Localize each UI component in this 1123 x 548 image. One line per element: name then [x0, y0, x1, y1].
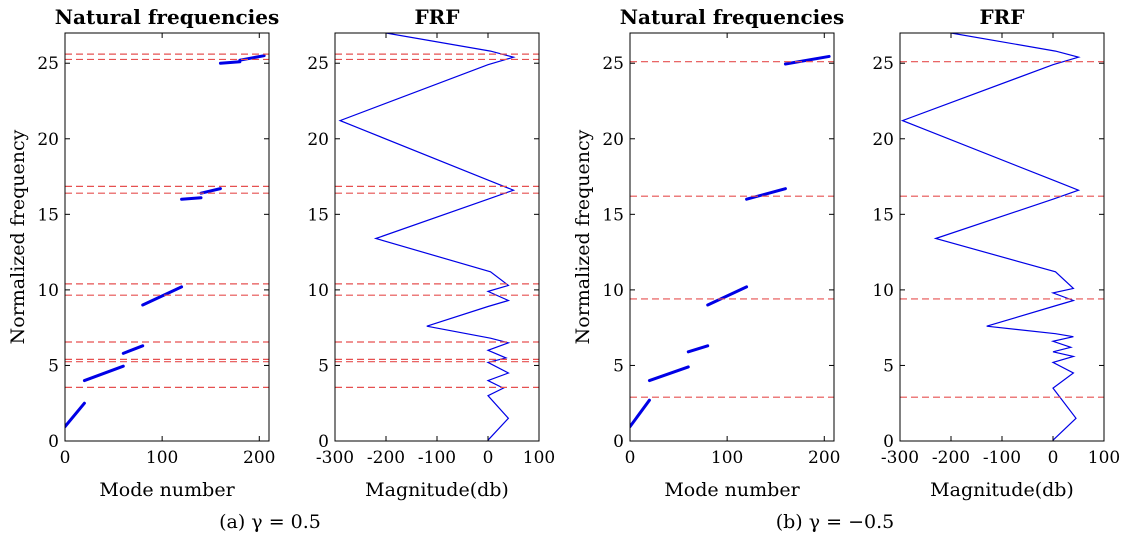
- chart-panel-2: -300 -200 -100 0 100 0 5 10 15 20 25 FRF Magnitude(d…: [307, 5, 555, 501]
- y-tick-label: 5: [318, 356, 329, 376]
- plot-area: [630, 54, 834, 429]
- y-tick-label: 20: [37, 130, 59, 150]
- x-tick-label: 200: [243, 448, 275, 468]
- chart-title: Natural frequencies: [55, 5, 280, 29]
- axes-frame: [64, 32, 270, 442]
- y-tick-label: 0: [613, 432, 624, 452]
- mode-frequency-segment: [121, 344, 145, 355]
- x-tick-label: 200: [808, 448, 840, 468]
- mode-frequency-segment: [141, 285, 184, 307]
- mode-frequency-segment: [647, 365, 690, 383]
- mode-frequency-segment: [630, 398, 651, 429]
- y-tick-label: 20: [307, 130, 329, 150]
- plot-area: [335, 33, 539, 441]
- y-tick-label: 15: [37, 205, 59, 225]
- chart-title: FRF: [979, 5, 1024, 29]
- mode-frequency-segment: [706, 285, 749, 307]
- y-tick-label: 20: [872, 130, 894, 150]
- x-tick-label: 0: [483, 448, 494, 468]
- mode-frequency-segment: [686, 344, 710, 354]
- chart-title: FRF: [414, 5, 459, 29]
- y-tick-label: 10: [872, 281, 894, 301]
- mode-frequency-segment: [199, 187, 222, 195]
- y-tick-label: 5: [48, 356, 59, 376]
- x-tick-label: 100: [1088, 448, 1120, 468]
- caption-a: (a) γ = 0.5: [219, 511, 321, 533]
- y-tick-label: 5: [883, 356, 894, 376]
- y-tick-label: 0: [883, 432, 894, 452]
- x-axis-label: Magnitude(db): [930, 479, 1074, 501]
- x-tick-label: -200: [367, 448, 405, 468]
- caption-b: (b) γ = −0.5: [776, 511, 895, 533]
- y-tick-label: 25: [872, 54, 894, 74]
- y-tick-label: 10: [307, 281, 329, 301]
- mode-frequency-segment: [180, 196, 203, 201]
- y-tick-label: 15: [602, 205, 624, 225]
- x-tick-label: 0: [60, 448, 71, 468]
- x-tick-label: 0: [625, 448, 636, 468]
- y-tick-label: 10: [602, 281, 624, 301]
- y-tick-label: 20: [602, 130, 624, 150]
- x-tick-label: 100: [523, 448, 555, 468]
- y-tick-label: 25: [307, 54, 329, 74]
- mode-frequency-segment: [783, 54, 831, 66]
- frf-curve: [900, 33, 1081, 441]
- y-tick-label: 5: [613, 356, 624, 376]
- x-axis-label: Magnitude(db): [365, 479, 509, 501]
- x-tick-label: 0: [1048, 448, 1059, 468]
- chart-panel-3: 0 100 200 0 5 10 15 20 25 Natural frequencies Mode…: [572, 5, 844, 501]
- chart-title: Natural frequencies: [620, 5, 845, 29]
- x-tick-label: -100: [983, 448, 1021, 468]
- chart-panel-4: -300 -200 -100 0 100 0 5 10 15 20 25 FRF Magnitude(d…: [872, 5, 1120, 501]
- mode-frequency-segment: [218, 60, 242, 65]
- y-axis-label: Normalized frequency: [572, 129, 594, 344]
- y-tick-label: 25: [37, 54, 59, 74]
- x-axis-label: Mode number: [99, 479, 235, 501]
- frf-curve: [338, 33, 516, 441]
- mode-frequency-segment: [745, 187, 787, 201]
- x-tick-label: -100: [418, 448, 456, 468]
- y-tick-label: 15: [307, 205, 329, 225]
- x-tick-label: -300: [316, 448, 354, 468]
- y-tick-label: 0: [318, 432, 329, 452]
- y-tick-label: 0: [48, 432, 59, 452]
- x-tick-label: 100: [711, 448, 743, 468]
- axes-frame: [334, 32, 540, 442]
- y-axis-label: Normalized frequency: [7, 129, 29, 344]
- plot-area: [900, 33, 1104, 441]
- y-tick-label: 15: [872, 205, 894, 225]
- mode-frequency-segment: [65, 401, 86, 429]
- x-tick-label: 100: [146, 448, 178, 468]
- y-tick-label: 10: [37, 281, 59, 301]
- axes-frame: [629, 32, 835, 442]
- y-tick-label: 25: [602, 54, 624, 74]
- x-tick-label: -200: [932, 448, 970, 468]
- axes-frame: [899, 32, 1105, 442]
- chart-panel-1: 0 100 200 0 5 10 15 20 25 Natural frequencies Mode…: [7, 5, 279, 501]
- mode-frequency-segment: [82, 364, 125, 383]
- plot-area: [65, 53, 269, 429]
- x-tick-label: -300: [881, 448, 919, 468]
- x-axis-label: Mode number: [664, 479, 800, 501]
